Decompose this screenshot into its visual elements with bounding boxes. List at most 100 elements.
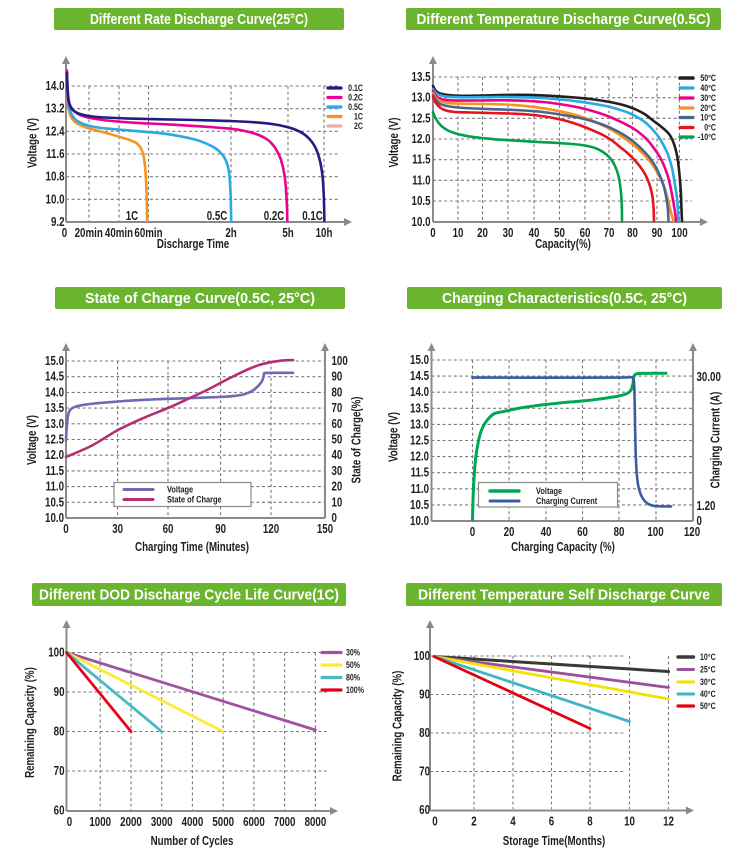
svg-text:5000: 5000 <box>212 816 234 829</box>
svg-text:80: 80 <box>419 727 430 740</box>
svg-text:80: 80 <box>627 227 638 240</box>
svg-text:11.0: 11.0 <box>46 481 64 494</box>
svg-text:Storage Time(Months): Storage Time(Months) <box>503 835 606 848</box>
svg-text:2C: 2C <box>354 121 363 131</box>
svg-text:Different DOD Discharge Cycle: Different DOD Discharge Cycle Life Curve… <box>39 587 339 604</box>
svg-text:100: 100 <box>414 650 430 663</box>
svg-text:120: 120 <box>684 526 700 539</box>
svg-text:Charging Current (A): Charging Current (A) <box>709 391 722 488</box>
svg-text:Number of Cycles: Number of Cycles <box>151 835 234 848</box>
svg-text:80%: 80% <box>346 673 360 683</box>
svg-text:30°C: 30°C <box>700 677 716 687</box>
svg-text:13.5: 13.5 <box>45 402 64 415</box>
svg-text:50: 50 <box>554 227 565 240</box>
svg-text:14.0: 14.0 <box>45 386 64 399</box>
svg-text:1000: 1000 <box>89 816 111 829</box>
svg-text:Voltage (V): Voltage (V) <box>388 117 401 167</box>
svg-text:40: 40 <box>332 449 343 462</box>
svg-text:Different Temperature Discharg: Different Temperature Discharge Curve(0.… <box>417 11 711 28</box>
svg-text:Remaining Capacity (%): Remaining Capacity (%) <box>391 670 404 781</box>
svg-text:Capacity(%): Capacity(%) <box>535 238 591 251</box>
svg-text:20: 20 <box>332 481 343 494</box>
svg-text:10°C: 10°C <box>700 113 716 123</box>
svg-text:7000: 7000 <box>274 816 296 829</box>
svg-text:14.5: 14.5 <box>45 371 64 384</box>
svg-text:70: 70 <box>332 402 343 415</box>
svg-text:15.0: 15.0 <box>410 354 429 367</box>
svg-text:State of Charge: State of Charge <box>167 494 222 505</box>
svg-text:State of Charge(%): State of Charge(%) <box>350 396 363 483</box>
svg-text:2h: 2h <box>225 227 237 240</box>
svg-text:80: 80 <box>54 725 65 738</box>
svg-text:11.5: 11.5 <box>46 465 64 478</box>
svg-text:40°C: 40°C <box>700 689 716 699</box>
svg-text:0.1C: 0.1C <box>348 83 363 93</box>
svg-text:60: 60 <box>163 523 174 536</box>
svg-text:State of Charge Curve(0.5C, 25: State of Charge Curve(0.5C, 25°C) <box>85 290 315 307</box>
svg-text:90: 90 <box>419 688 430 701</box>
svg-text:40min: 40min <box>105 227 133 240</box>
svg-text:40: 40 <box>541 526 552 539</box>
svg-text:12: 12 <box>663 815 674 828</box>
svg-text:6: 6 <box>549 815 554 828</box>
svg-text:0.5C: 0.5C <box>207 210 228 223</box>
svg-text:10: 10 <box>453 227 464 240</box>
svg-text:10.0: 10.0 <box>45 512 64 525</box>
svg-text:20: 20 <box>504 526 515 539</box>
svg-text:100: 100 <box>671 227 687 240</box>
svg-text:13.2: 13.2 <box>46 103 65 116</box>
svg-text:Charging Capacity (%): Charging Capacity (%) <box>511 541 615 554</box>
svg-text:12.5: 12.5 <box>45 433 64 446</box>
svg-text:50: 50 <box>332 433 343 446</box>
svg-text:10h: 10h <box>316 227 333 240</box>
svg-text:5h: 5h <box>282 227 294 240</box>
svg-text:1.20: 1.20 <box>697 500 716 513</box>
svg-text:0.5C: 0.5C <box>348 102 363 112</box>
svg-text:30: 30 <box>332 465 343 478</box>
svg-text:Remaining Capacity (%): Remaining Capacity (%) <box>24 667 37 778</box>
svg-text:Voltage: Voltage <box>167 484 193 495</box>
svg-text:10.0: 10.0 <box>46 193 65 206</box>
svg-text:25°C: 25°C <box>700 665 716 675</box>
svg-text:0.2C: 0.2C <box>264 210 285 223</box>
svg-text:60: 60 <box>580 227 591 240</box>
svg-text:80: 80 <box>332 386 343 399</box>
svg-text:10.5: 10.5 <box>412 195 431 208</box>
svg-text:50°C: 50°C <box>700 701 716 711</box>
svg-text:11.6: 11.6 <box>46 148 64 161</box>
svg-text:80: 80 <box>614 526 625 539</box>
svg-text:20min: 20min <box>75 227 103 240</box>
svg-text:70: 70 <box>54 765 65 778</box>
svg-text:0°C: 0°C <box>704 123 716 133</box>
svg-text:60: 60 <box>577 526 588 539</box>
svg-text:15.0: 15.0 <box>45 355 64 368</box>
svg-text:13.0: 13.0 <box>45 418 64 431</box>
svg-text:11.5: 11.5 <box>411 467 429 480</box>
svg-text:50°C: 50°C <box>700 73 716 83</box>
svg-text:11.0: 11.0 <box>412 174 430 187</box>
svg-text:10.8: 10.8 <box>46 171 65 184</box>
svg-text:8: 8 <box>587 815 592 828</box>
svg-text:150: 150 <box>317 523 333 536</box>
svg-text:0.1C: 0.1C <box>302 210 323 223</box>
svg-text:13.0: 13.0 <box>410 418 429 431</box>
svg-text:30: 30 <box>503 227 514 240</box>
svg-text:20: 20 <box>477 227 488 240</box>
svg-text:13.0: 13.0 <box>412 92 431 105</box>
svg-text:70: 70 <box>604 227 615 240</box>
svg-text:10.0: 10.0 <box>410 515 429 528</box>
svg-text:100: 100 <box>332 355 348 368</box>
svg-text:20°C: 20°C <box>700 103 716 113</box>
svg-text:90: 90 <box>215 523 226 536</box>
svg-text:30°C: 30°C <box>700 93 716 103</box>
svg-text:14.0: 14.0 <box>46 80 65 93</box>
svg-text:14.5: 14.5 <box>410 370 429 383</box>
svg-text:3000: 3000 <box>151 816 173 829</box>
svg-text:11.0: 11.0 <box>411 483 429 496</box>
svg-text:14.0: 14.0 <box>410 386 429 399</box>
svg-text:4: 4 <box>510 815 516 828</box>
svg-text:1C: 1C <box>126 210 138 223</box>
svg-text:Charging Current: Charging Current <box>536 495 597 506</box>
svg-text:60min: 60min <box>134 227 162 240</box>
svg-text:10: 10 <box>624 815 635 828</box>
